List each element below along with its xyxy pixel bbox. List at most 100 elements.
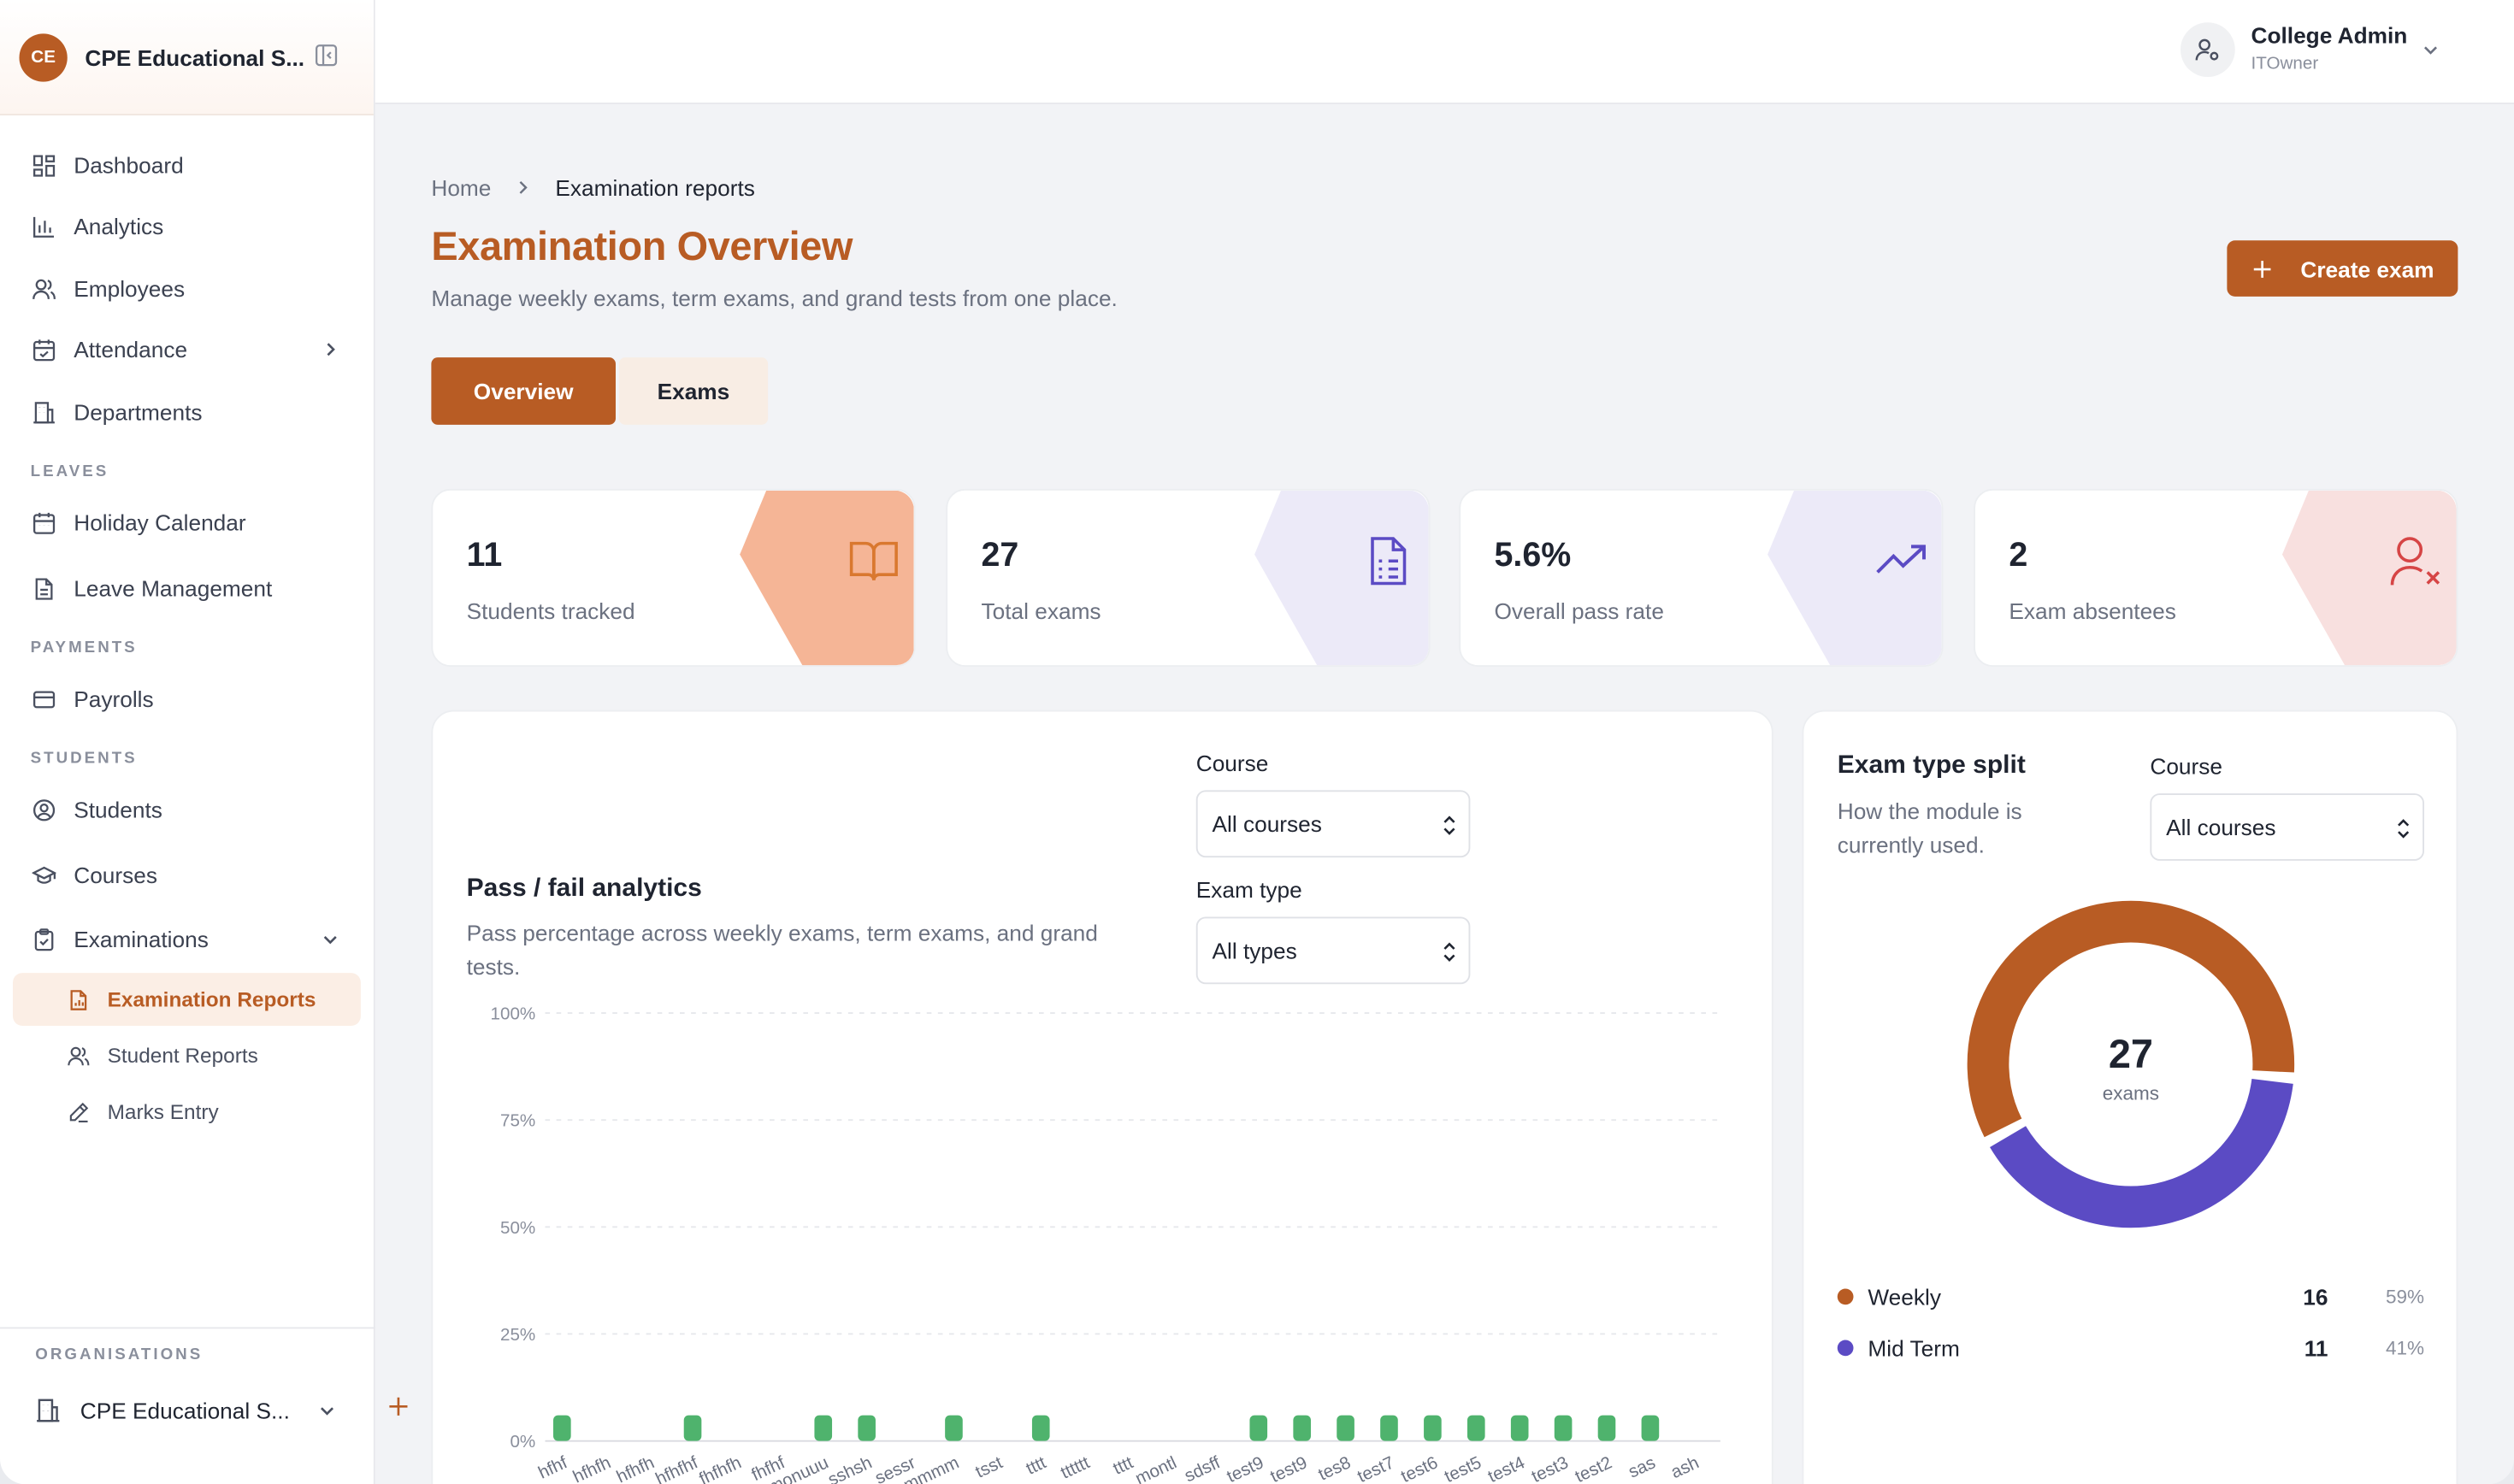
x-tick-label: test4 xyxy=(1485,1452,1528,1484)
donut-segment[interactable] xyxy=(1990,1078,2293,1228)
bar[interactable] xyxy=(683,1415,702,1441)
sidebar-item-student-reports[interactable]: Student Reports xyxy=(13,1029,361,1082)
sidebar-item-payrolls[interactable]: Payrolls xyxy=(16,672,359,727)
credit-card-icon xyxy=(32,690,56,708)
y-tick-label: 0% xyxy=(510,1432,535,1452)
trending-up-icon xyxy=(1876,545,1926,574)
y-tick-label: 25% xyxy=(500,1325,535,1345)
stat-value: 5.6% xyxy=(1494,537,1572,574)
x-tick-label: ash xyxy=(1668,1452,1703,1482)
bar[interactable] xyxy=(1380,1415,1398,1441)
bar[interactable] xyxy=(1031,1415,1050,1441)
sidebar-item-label: Students xyxy=(74,796,162,822)
sidebar-item-label: Employees xyxy=(74,275,186,302)
course-select-value: All courses xyxy=(1212,810,1322,837)
x-tick-label: test9 xyxy=(1224,1452,1266,1484)
sidebar-item-label: Marks Entry xyxy=(107,1099,219,1124)
sidebar-item-dashboard[interactable]: Dashboard xyxy=(16,138,359,192)
split-course-select[interactable]: All courses xyxy=(2150,793,2424,861)
exam-type-split-panel: Exam type split How the module is curren… xyxy=(1802,710,2458,1484)
sidebar-collapse-icon[interactable] xyxy=(315,44,339,68)
organisations-label: ORGANISATIONS xyxy=(35,1346,204,1364)
user-name[interactable]: College Admin xyxy=(2251,22,2408,49)
sidebar: CE CPE Educational S... Dashboard Analyt… xyxy=(0,0,375,1484)
bar[interactable] xyxy=(814,1415,833,1441)
bar[interactable] xyxy=(945,1415,963,1441)
breadcrumb-home[interactable]: Home xyxy=(431,174,492,201)
stat-value: 2 xyxy=(2009,537,2028,574)
stat-card-absentees: 2 Exam absentees xyxy=(1974,488,2458,667)
exam-split-subtitle: How the module is currently used. xyxy=(1837,798,2022,858)
org-name[interactable]: CPE Educational S... xyxy=(85,44,305,70)
user-settings-icon xyxy=(2195,38,2219,61)
donut-segment[interactable] xyxy=(1967,900,2295,1138)
bar[interactable] xyxy=(858,1415,876,1441)
graduation-cap-icon xyxy=(32,865,56,883)
sidebar-footer: ORGANISATIONS CPE Educational S... xyxy=(0,1327,375,1484)
bar[interactable] xyxy=(1293,1415,1311,1441)
bar[interactable] xyxy=(1466,1415,1485,1441)
avatar[interactable] xyxy=(2181,22,2235,77)
sidebar-header: CE CPE Educational S... xyxy=(0,0,374,115)
bar[interactable] xyxy=(1597,1415,1616,1441)
users-icon xyxy=(32,278,56,299)
sidebar-item-examinations[interactable]: Examinations xyxy=(16,912,359,967)
legend-count: 16 xyxy=(2303,1283,2328,1310)
bar[interactable] xyxy=(1554,1415,1573,1441)
sidebar-item-departments[interactable]: Departments xyxy=(16,385,359,439)
sidebar-item-marks-entry[interactable]: Marks Entry xyxy=(13,1085,361,1138)
course-select[interactable]: All courses xyxy=(1195,790,1471,858)
legend-label: Weekly xyxy=(1868,1283,1941,1310)
page-title: Examination Overview xyxy=(431,224,853,270)
book-open-icon xyxy=(849,541,898,581)
legend-count: 11 xyxy=(2304,1334,2328,1361)
bar[interactable] xyxy=(553,1415,571,1441)
sidebar-item-holiday-calendar[interactable]: Holiday Calendar xyxy=(16,495,359,550)
sidebar-item-label: Dashboard xyxy=(74,152,184,179)
stat-card-total-exams: 27 Total exams xyxy=(946,488,1431,667)
create-exam-button[interactable]: Create exam xyxy=(2227,240,2458,297)
bar[interactable] xyxy=(1249,1415,1268,1441)
sidebar-item-courses[interactable]: Courses xyxy=(16,848,359,903)
chevron-up-down-icon xyxy=(1443,816,1455,835)
x-tick-label: tttttt xyxy=(1058,1452,1093,1482)
tab-exams[interactable]: Exams xyxy=(618,357,769,425)
sidebar-item-label: Examination Reports xyxy=(107,987,316,1012)
exam-type-select[interactable]: All types xyxy=(1195,916,1471,985)
sidebar-item-label: Payrolls xyxy=(74,686,154,712)
x-tick-label: test9 xyxy=(1267,1452,1310,1484)
org-switcher[interactable]: CPE Educational S... xyxy=(35,1393,350,1428)
sidebar-item-label: Attendance xyxy=(74,336,188,362)
bar[interactable] xyxy=(1510,1415,1529,1441)
bar[interactable] xyxy=(1641,1415,1660,1441)
bar[interactable] xyxy=(1337,1415,1354,1441)
x-tick-label: hfhf xyxy=(535,1452,570,1482)
sidebar-item-label: Analytics xyxy=(74,213,164,239)
sidebar-item-employees[interactable]: Employees xyxy=(16,262,359,316)
org-switcher-label: CPE Educational S... xyxy=(80,1398,290,1423)
sidebar-item-attendance[interactable]: Attendance xyxy=(16,322,359,377)
add-organisation-icon[interactable] xyxy=(387,1394,410,1418)
legend-percent: 59% xyxy=(2385,1285,2424,1308)
x-tick-label: test2 xyxy=(1572,1452,1614,1484)
sidebar-item-analytics[interactable]: Analytics xyxy=(16,199,359,254)
legend-item-mid-term: Mid Term 11 41% xyxy=(1837,1332,2424,1364)
tab-overview[interactable]: Overview xyxy=(431,357,616,425)
sidebar-item-leave-management[interactable]: Leave Management xyxy=(16,561,359,615)
user-circle-icon xyxy=(32,798,56,821)
x-tick-label: sdsff xyxy=(1182,1452,1224,1484)
bar[interactable] xyxy=(1424,1415,1442,1441)
chevron-down-icon[interactable] xyxy=(2421,40,2440,60)
pass-fail-title: Pass / fail analytics xyxy=(466,874,702,903)
sidebar-item-label: Examinations xyxy=(74,926,209,952)
plus-icon xyxy=(2253,260,2271,277)
legend-item-weekly: Weekly 16 59% xyxy=(1837,1281,2424,1313)
x-tick-label: tttt xyxy=(1110,1452,1136,1479)
exam-type-filter-label: Exam type xyxy=(1195,876,1302,903)
clipboard-check-icon xyxy=(34,928,54,951)
x-tick-label: tttt xyxy=(1023,1452,1049,1479)
sidebar-item-label: Departments xyxy=(74,398,203,425)
sidebar-item-students[interactable]: Students xyxy=(16,782,359,837)
sidebar-item-examination-reports[interactable]: Examination Reports xyxy=(13,973,361,1026)
